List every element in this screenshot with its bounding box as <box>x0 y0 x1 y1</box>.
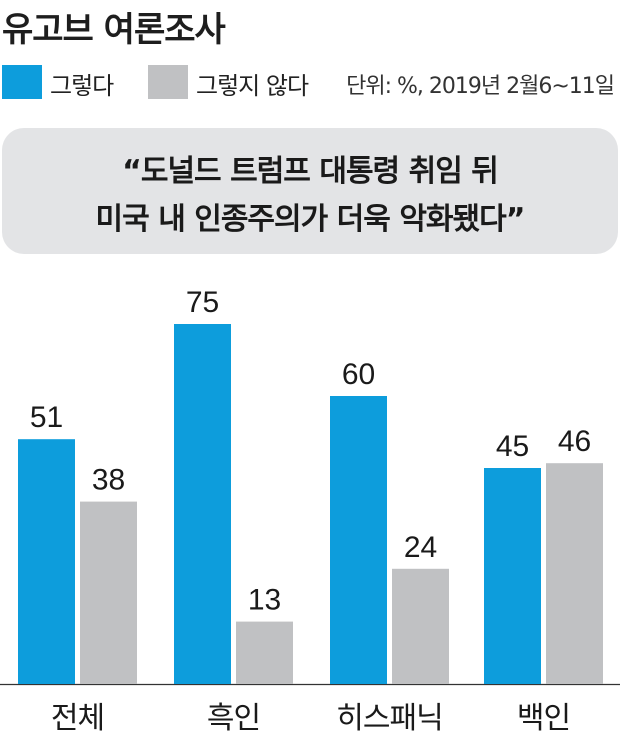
bar-yes-3 <box>484 468 541 684</box>
legend-label-yes: 그렇다 <box>50 72 114 100</box>
bar-no-0 <box>80 501 137 684</box>
category-label-3: 백인 <box>517 701 570 733</box>
data-label-no-2: 24 <box>404 531 437 564</box>
category-label-2: 히스패닉 <box>336 701 442 733</box>
bar-no-3 <box>546 463 603 684</box>
data-label-yes-1: 75 <box>186 286 219 319</box>
bar-no-2 <box>392 568 449 684</box>
bar-yes-1 <box>174 324 231 684</box>
legend: 그렇다 그렇지 않다 단위: %, 2019년 2월6~11일 <box>0 60 620 104</box>
unit-note: 단위: %, 2019년 2월6~11일 <box>346 74 615 99</box>
bar-yes-2 <box>330 396 387 684</box>
bar-yes-0 <box>18 439 75 684</box>
legend-swatch-no <box>148 65 188 99</box>
data-label-yes-3: 45 <box>496 430 529 463</box>
legend-swatch-yes <box>2 65 42 99</box>
category-label-1: 흑인 <box>207 701 260 733</box>
data-label-yes-2: 60 <box>342 358 375 391</box>
chart-title: 유고브 여론조사 <box>2 10 226 50</box>
category-label-0: 전체 <box>51 701 104 733</box>
quote-line-1: “도널드 트럼프 대통령 취임 뒤 <box>122 154 499 189</box>
quote-banner: “도널드 트럼프 대통령 취임 뒤 미국 내 인종주의가 더욱 악화됐다” <box>2 128 618 254</box>
data-label-no-1: 13 <box>248 584 281 617</box>
quote-line-2: 미국 내 인종주의가 더욱 악화됐다” <box>95 202 526 237</box>
data-label-yes-0: 51 <box>30 401 63 434</box>
bar-no-1 <box>236 621 293 684</box>
legend-label-no: 그렇지 않다 <box>196 72 309 100</box>
data-label-no-3: 46 <box>558 425 591 458</box>
data-label-no-0: 38 <box>92 464 125 497</box>
